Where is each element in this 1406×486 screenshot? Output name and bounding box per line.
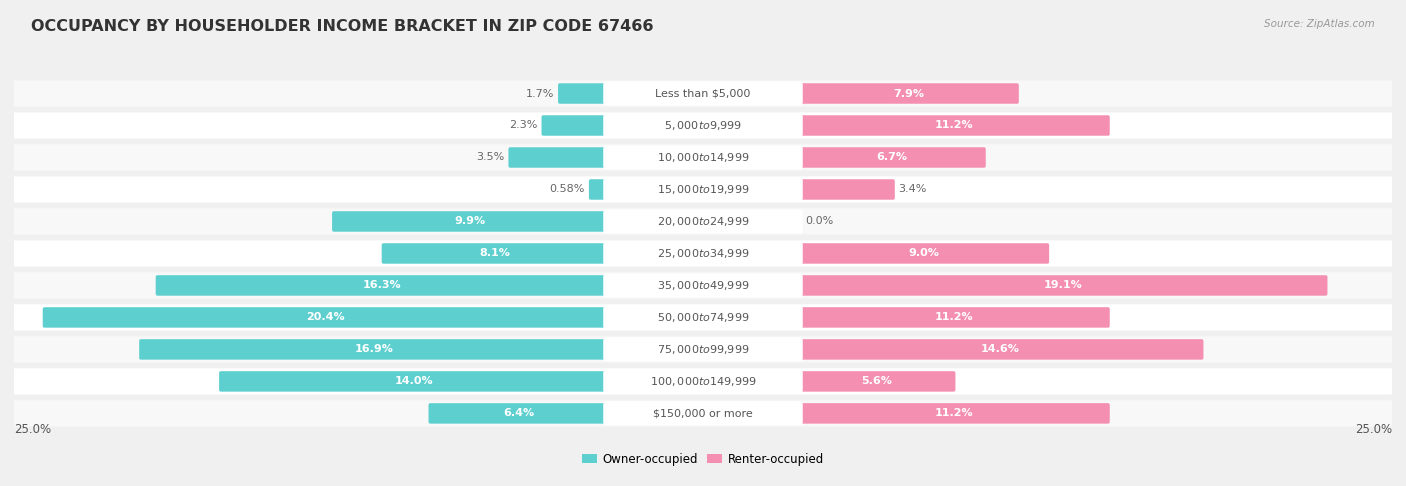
FancyBboxPatch shape (797, 83, 1019, 104)
FancyBboxPatch shape (603, 273, 803, 297)
FancyBboxPatch shape (509, 147, 609, 168)
Text: 9.9%: 9.9% (454, 216, 485, 226)
FancyBboxPatch shape (139, 339, 609, 360)
Text: $25,000 to $34,999: $25,000 to $34,999 (657, 247, 749, 260)
Legend: Owner-occupied, Renter-occupied: Owner-occupied, Renter-occupied (582, 452, 824, 466)
Text: 6.4%: 6.4% (503, 408, 534, 418)
Text: $5,000 to $9,999: $5,000 to $9,999 (664, 119, 742, 132)
Text: Source: ZipAtlas.com: Source: ZipAtlas.com (1264, 19, 1375, 30)
Text: 3.5%: 3.5% (477, 153, 505, 162)
FancyBboxPatch shape (13, 208, 1393, 235)
Text: 19.1%: 19.1% (1043, 280, 1083, 291)
FancyBboxPatch shape (13, 368, 1393, 395)
Text: 11.2%: 11.2% (935, 121, 973, 131)
Text: $100,000 to $149,999: $100,000 to $149,999 (650, 375, 756, 388)
FancyBboxPatch shape (797, 371, 956, 392)
Text: 0.0%: 0.0% (806, 216, 834, 226)
FancyBboxPatch shape (13, 80, 1393, 106)
Text: $75,000 to $99,999: $75,000 to $99,999 (657, 343, 749, 356)
FancyBboxPatch shape (13, 272, 1393, 298)
Text: 14.0%: 14.0% (394, 377, 433, 386)
Text: 25.0%: 25.0% (14, 423, 51, 436)
Text: 25.0%: 25.0% (1355, 423, 1392, 436)
FancyBboxPatch shape (42, 307, 609, 328)
FancyBboxPatch shape (13, 241, 1393, 267)
Text: $15,000 to $19,999: $15,000 to $19,999 (657, 183, 749, 196)
Text: 7.9%: 7.9% (893, 88, 924, 99)
Text: $10,000 to $14,999: $10,000 to $14,999 (657, 151, 749, 164)
FancyBboxPatch shape (13, 400, 1393, 427)
FancyBboxPatch shape (797, 147, 986, 168)
Text: 16.9%: 16.9% (354, 345, 394, 354)
Text: 16.3%: 16.3% (363, 280, 401, 291)
FancyBboxPatch shape (797, 179, 894, 200)
Text: 14.6%: 14.6% (981, 345, 1021, 354)
FancyBboxPatch shape (797, 307, 1109, 328)
Text: 1.7%: 1.7% (526, 88, 554, 99)
Text: 9.0%: 9.0% (908, 248, 939, 259)
Text: $20,000 to $24,999: $20,000 to $24,999 (657, 215, 749, 228)
FancyBboxPatch shape (603, 369, 803, 394)
FancyBboxPatch shape (603, 113, 803, 138)
Text: 11.2%: 11.2% (935, 408, 973, 418)
Text: $35,000 to $49,999: $35,000 to $49,999 (657, 279, 749, 292)
FancyBboxPatch shape (797, 275, 1327, 295)
Text: 11.2%: 11.2% (935, 312, 973, 322)
FancyBboxPatch shape (13, 336, 1393, 363)
Text: Less than $5,000: Less than $5,000 (655, 88, 751, 99)
Text: 0.58%: 0.58% (550, 185, 585, 194)
FancyBboxPatch shape (603, 145, 803, 170)
FancyBboxPatch shape (13, 144, 1393, 171)
FancyBboxPatch shape (603, 81, 803, 105)
FancyBboxPatch shape (219, 371, 609, 392)
FancyBboxPatch shape (603, 209, 803, 234)
FancyBboxPatch shape (13, 176, 1393, 203)
FancyBboxPatch shape (541, 115, 609, 136)
Text: OCCUPANCY BY HOUSEHOLDER INCOME BRACKET IN ZIP CODE 67466: OCCUPANCY BY HOUSEHOLDER INCOME BRACKET … (31, 19, 654, 35)
Text: 6.7%: 6.7% (876, 153, 907, 162)
FancyBboxPatch shape (381, 243, 609, 264)
FancyBboxPatch shape (603, 305, 803, 330)
FancyBboxPatch shape (13, 304, 1393, 330)
Text: 8.1%: 8.1% (479, 248, 510, 259)
FancyBboxPatch shape (603, 401, 803, 426)
FancyBboxPatch shape (603, 242, 803, 266)
Text: $50,000 to $74,999: $50,000 to $74,999 (657, 311, 749, 324)
FancyBboxPatch shape (797, 243, 1049, 264)
FancyBboxPatch shape (603, 337, 803, 362)
Text: 3.4%: 3.4% (898, 185, 927, 194)
FancyBboxPatch shape (332, 211, 609, 232)
FancyBboxPatch shape (558, 83, 609, 104)
Text: 20.4%: 20.4% (307, 312, 344, 322)
FancyBboxPatch shape (797, 339, 1204, 360)
Text: 5.6%: 5.6% (862, 377, 891, 386)
FancyBboxPatch shape (429, 403, 609, 424)
FancyBboxPatch shape (797, 115, 1109, 136)
FancyBboxPatch shape (603, 177, 803, 202)
FancyBboxPatch shape (797, 403, 1109, 424)
Text: $150,000 or more: $150,000 or more (654, 408, 752, 418)
Text: 2.3%: 2.3% (509, 121, 537, 131)
FancyBboxPatch shape (589, 179, 609, 200)
FancyBboxPatch shape (156, 275, 609, 295)
FancyBboxPatch shape (13, 112, 1393, 139)
